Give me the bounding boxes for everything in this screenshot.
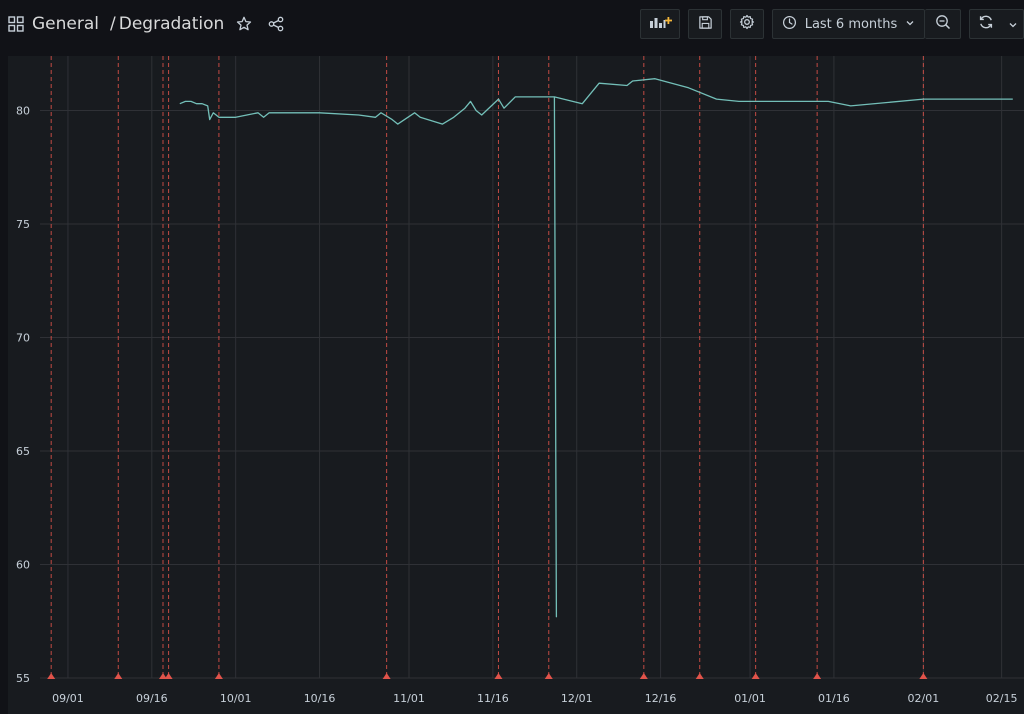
grid-lines	[40, 56, 1024, 679]
y-tick-label: 80	[16, 104, 30, 117]
add-panel-button[interactable]	[640, 9, 680, 39]
y-tick-label: 55	[16, 672, 30, 685]
zoom-out-button[interactable]	[925, 9, 961, 39]
y-tick-label: 60	[16, 558, 30, 571]
annotation-marker[interactable]	[114, 673, 123, 679]
refresh-icon	[978, 14, 994, 34]
dashboard-title[interactable]: Degradation	[118, 14, 225, 34]
y-tick-label: 75	[16, 218, 30, 231]
annotation-marker[interactable]	[751, 673, 760, 679]
zoom-out-icon	[935, 14, 951, 34]
annotation-marker[interactable]	[639, 673, 648, 679]
annotation-marker[interactable]	[164, 673, 173, 679]
share-icon[interactable]	[268, 16, 284, 32]
chevron-down-icon	[905, 17, 915, 32]
x-tick-label: 11/16	[477, 692, 509, 705]
time-range-label: Last 6 months	[804, 16, 898, 32]
annotation-marker[interactable]	[919, 673, 928, 679]
annotation-marker[interactable]	[159, 673, 167, 679]
save-button[interactable]	[688, 9, 722, 39]
x-tick-label: 02/15	[986, 692, 1018, 705]
x-tick-label: 09/01	[52, 692, 84, 705]
top-navbar: General / Degradation	[0, 0, 1024, 50]
save-icon	[698, 15, 713, 34]
x-tick-label: 12/01	[561, 692, 593, 705]
graph-panel	[8, 56, 1024, 714]
x-tick-label: 10/16	[304, 692, 336, 705]
annotation-marker[interactable]	[214, 673, 223, 679]
x-tick-label: 02/01	[908, 692, 940, 705]
y-axis: 80 75 70 65 60 55	[16, 104, 30, 685]
x-axis: 09/01 09/16 10/01 10/16 11/01 11/16 12/01 12/16…	[52, 692, 1017, 705]
x-tick-label: 12/16	[645, 692, 677, 705]
gear-icon	[739, 14, 755, 34]
series-line[interactable]	[179, 78, 1013, 618]
annotation-marker[interactable]	[382, 673, 391, 679]
refresh-interval-chevron-icon[interactable]	[1008, 15, 1018, 34]
x-tick-label: 11/01	[393, 692, 425, 705]
add-panel-icon	[648, 14, 672, 34]
x-tick-label: 01/16	[818, 692, 850, 705]
annotation-marker[interactable]	[494, 673, 503, 679]
clock-icon	[782, 15, 797, 34]
y-tick-label: 65	[16, 445, 30, 458]
annotation-marker[interactable]	[695, 673, 704, 679]
settings-button[interactable]	[730, 9, 764, 39]
breadcrumb-folder[interactable]: General	[32, 14, 99, 34]
series-layer	[179, 78, 1013, 618]
x-tick-label: 10/01	[220, 692, 252, 705]
breadcrumb-separator: /	[110, 14, 116, 34]
star-icon[interactable]	[236, 16, 252, 32]
grid-icon[interactable]	[8, 16, 24, 32]
annotation-marker[interactable]	[544, 673, 553, 679]
time-range-picker[interactable]: Last 6 months	[772, 9, 925, 39]
breadcrumb: General / Degradation	[8, 11, 284, 37]
x-tick-label: 01/01	[734, 692, 766, 705]
x-tick-label: 09/16	[136, 692, 168, 705]
y-tick-label: 70	[16, 331, 30, 344]
annotation-markers	[47, 56, 928, 679]
annotation-marker[interactable]	[813, 673, 822, 679]
annotation-marker[interactable]	[47, 673, 56, 679]
